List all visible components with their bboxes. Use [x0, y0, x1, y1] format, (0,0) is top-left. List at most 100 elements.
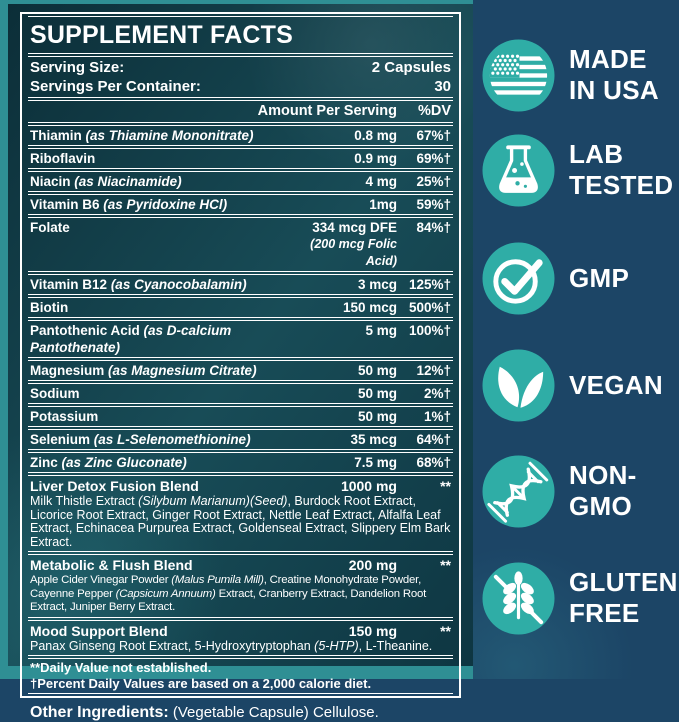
nutrient-name-cell: Vitamin B6 (as Pyridoxine HCl)	[30, 196, 285, 213]
nutrient-amount-cell: 35 mcg	[285, 431, 397, 448]
badge-made-in-usa: MADE IN USA	[482, 38, 659, 112]
nutrient-amount: 3 mcg	[357, 277, 397, 292]
blend-dv: **	[440, 478, 451, 494]
servings-per-container-row: Servings Per Container: 30	[30, 77, 451, 96]
serving-info: Serving Size: 2 Capsules Servings Per Co…	[28, 56, 453, 98]
nutrient-name-cell: Pantothenic Acid (as D-calcium Pantothen…	[30, 322, 285, 356]
serving-size-label: Serving Size:	[30, 59, 125, 76]
nutrient-amount: 150 mcg	[342, 300, 397, 315]
nutrient-row: Riboflavin 0.9 mg 69%†	[28, 148, 453, 169]
nutrient-name-cell: Potassium	[30, 408, 285, 425]
nutrient-form: (as Pyridoxine HCl)	[103, 197, 228, 212]
blend-description: Panax Ginseng Root Extract, 5-Hydroxytry…	[30, 638, 433, 653]
supplement-facts-title: SUPPLEMENT FACTS	[28, 16, 453, 54]
vegan-leaves-icon	[482, 348, 555, 422]
footnotes: **Daily Value not established. †Percent …	[28, 658, 453, 694]
blend-amount: 200 mg	[348, 557, 397, 573]
nutrient-name-cell: Vitamin B12 (as Cyanocobalamin)	[30, 276, 285, 293]
column-headers: Amount Per Serving %DV	[28, 100, 453, 123]
nutrient-dv: 500%†	[408, 300, 451, 315]
other-ingredients-value: (Vegetable Capsule) Cellulose.	[168, 704, 379, 721]
badges-column: MADE IN USA LAB TESTED GMP VEGAN	[473, 0, 679, 679]
servings-per-container-value: 30	[434, 78, 451, 95]
nutrient-amount: 50 mg	[357, 386, 397, 401]
nutrient-amount: 1mg	[369, 197, 397, 212]
blend-row: Mood Support Blend 150 mg ** Panax Ginse…	[28, 619, 453, 656]
nutrient-form: (as Magnesium Citrate)	[108, 363, 257, 378]
badge-label: VEGAN	[569, 369, 663, 400]
amount-per-serving-header: Amount Per Serving	[257, 103, 397, 119]
supplement-label-panel: SUPPLEMENT FACTS Serving Size: 2 Capsule…	[0, 0, 473, 721]
nutrient-name-cell: Niacin (as Niacinamide)	[30, 173, 285, 190]
nutrient-amount-cell: 4 mg	[285, 173, 397, 190]
blend-amount: 1000 mg	[340, 478, 397, 494]
nutrient-amount-cell: 0.8 mg	[285, 127, 397, 144]
blend-header: Mood Support Blend 150 mg **	[30, 622, 451, 640]
nutrient-name-cell: Folate	[30, 219, 285, 236]
nutrient-row: Magnesium (as Magnesium Citrate) 50 mg 1…	[28, 360, 453, 381]
nutrient-amount-cell: 50 mg	[285, 408, 397, 425]
non-gmo-dna-icon	[482, 454, 555, 528]
nutrient-amount: 0.8 mg	[354, 128, 397, 143]
nutrient-name: Biotin	[30, 300, 69, 315]
nutrient-row: Pantothenic Acid (as D-calcium Pantothen…	[28, 320, 453, 358]
nutrient-name: Pantothenic Acid	[30, 323, 140, 338]
badge-label: LAB TESTED	[569, 139, 674, 200]
nutrient-name: Vitamin B12	[30, 277, 108, 292]
nutrient-dv: 1%†	[423, 409, 451, 424]
nutrient-name-cell: Selenium (as L-Selenomethionine)	[30, 431, 285, 448]
nutrient-name-cell: Thiamin (as Thiamine Mononitrate)	[30, 127, 285, 144]
badge-vegan: VEGAN	[482, 348, 663, 422]
nutrient-name: Sodium	[30, 386, 80, 401]
nutrient-amount: 50 mg	[357, 409, 397, 424]
blend-dv: **	[440, 557, 451, 573]
nutrient-name: Thiamin	[30, 128, 82, 143]
nutrient-amount: 50 mg	[357, 363, 397, 378]
footnote-percent-dv: †Percent Daily Values are based on a 2,0…	[30, 676, 372, 691]
gluten-free-wheat-icon	[482, 561, 555, 635]
nutrient-dv: 2%†	[423, 386, 451, 401]
nutrient-form: (as D-calcium Pantothenate)	[30, 323, 232, 355]
nutrient-name: Riboflavin	[30, 151, 96, 166]
nutrient-dv: 59%†	[416, 197, 451, 212]
nutrient-amount: 4 mg	[365, 174, 397, 189]
blend-name: Mood Support Blend	[30, 622, 168, 639]
nutrient-name-cell: Riboflavin	[30, 150, 285, 167]
nutrient-name-cell: Biotin	[30, 299, 285, 316]
servings-per-container-label: Servings Per Container:	[30, 78, 201, 95]
nutrient-amount-cell: 5 mg	[285, 322, 397, 339]
badge-gluten-free: GLUTEN FREE	[482, 561, 678, 635]
badge-lab-tested: LAB TESTED	[482, 133, 673, 207]
serving-size-value: 2 Capsules	[371, 59, 451, 76]
nutrient-row: Folate 334 mcg DFE (200 mcg Folic Acid) 8…	[28, 217, 453, 272]
nutrient-row: Potassium 50 mg 1%†	[28, 406, 453, 427]
blend-header: Metabolic & Flush Blend 200 mg **	[30, 556, 451, 574]
dv-header: %DV	[417, 103, 451, 119]
nutrient-dv: 69%†	[416, 151, 451, 166]
blend-description: Apple Cider Vinegar Powder (Malus Pumila…	[30, 574, 427, 613]
blend-row: Metabolic & Flush Blend 200 mg ** Apple …	[28, 554, 453, 618]
supplement-facts-box: SUPPLEMENT FACTS Serving Size: 2 Capsule…	[20, 12, 461, 698]
nutrient-amount: 35 mcg	[350, 432, 397, 447]
nutrient-amount-cell: 50 mg	[285, 385, 397, 402]
nutrient-amount: 5 mg	[365, 323, 397, 338]
nutrient-form: (as Cyanocobalamin)	[110, 277, 247, 292]
blend-description: Milk Thistle Extract (Silybum Marianum)(…	[30, 494, 451, 549]
nutrient-amount-cell: 7.5 mg	[285, 454, 397, 471]
nutrient-amount: 334 mcg DFE	[312, 220, 397, 235]
badge-gmp: GMP	[482, 241, 629, 315]
nutrient-name-cell: Magnesium (as Magnesium Citrate)	[30, 362, 285, 379]
nutrient-dv: 84%†	[416, 220, 451, 235]
lab-flask-icon	[482, 133, 555, 207]
nutrient-row: Zinc (as Zinc Gluconate) 7.5 mg 68%†	[28, 452, 453, 473]
blend-row: Liver Detox Fusion Blend 1000 mg ** Milk…	[28, 475, 453, 552]
nutrient-dv: 125%†	[408, 277, 451, 292]
nutrient-row: Vitamin B12 (as Cyanocobalamin) 3 mcg 12…	[28, 274, 453, 295]
nutrient-dv: 68%†	[416, 455, 451, 470]
blend-header: Liver Detox Fusion Blend 1000 mg **	[30, 477, 451, 495]
nutrient-name-cell: Sodium	[30, 385, 285, 402]
nutrient-name: Potassium	[30, 409, 99, 424]
nutrient-dv: 25%†	[416, 174, 451, 189]
nutrient-form: (as Niacinamide)	[74, 174, 182, 189]
